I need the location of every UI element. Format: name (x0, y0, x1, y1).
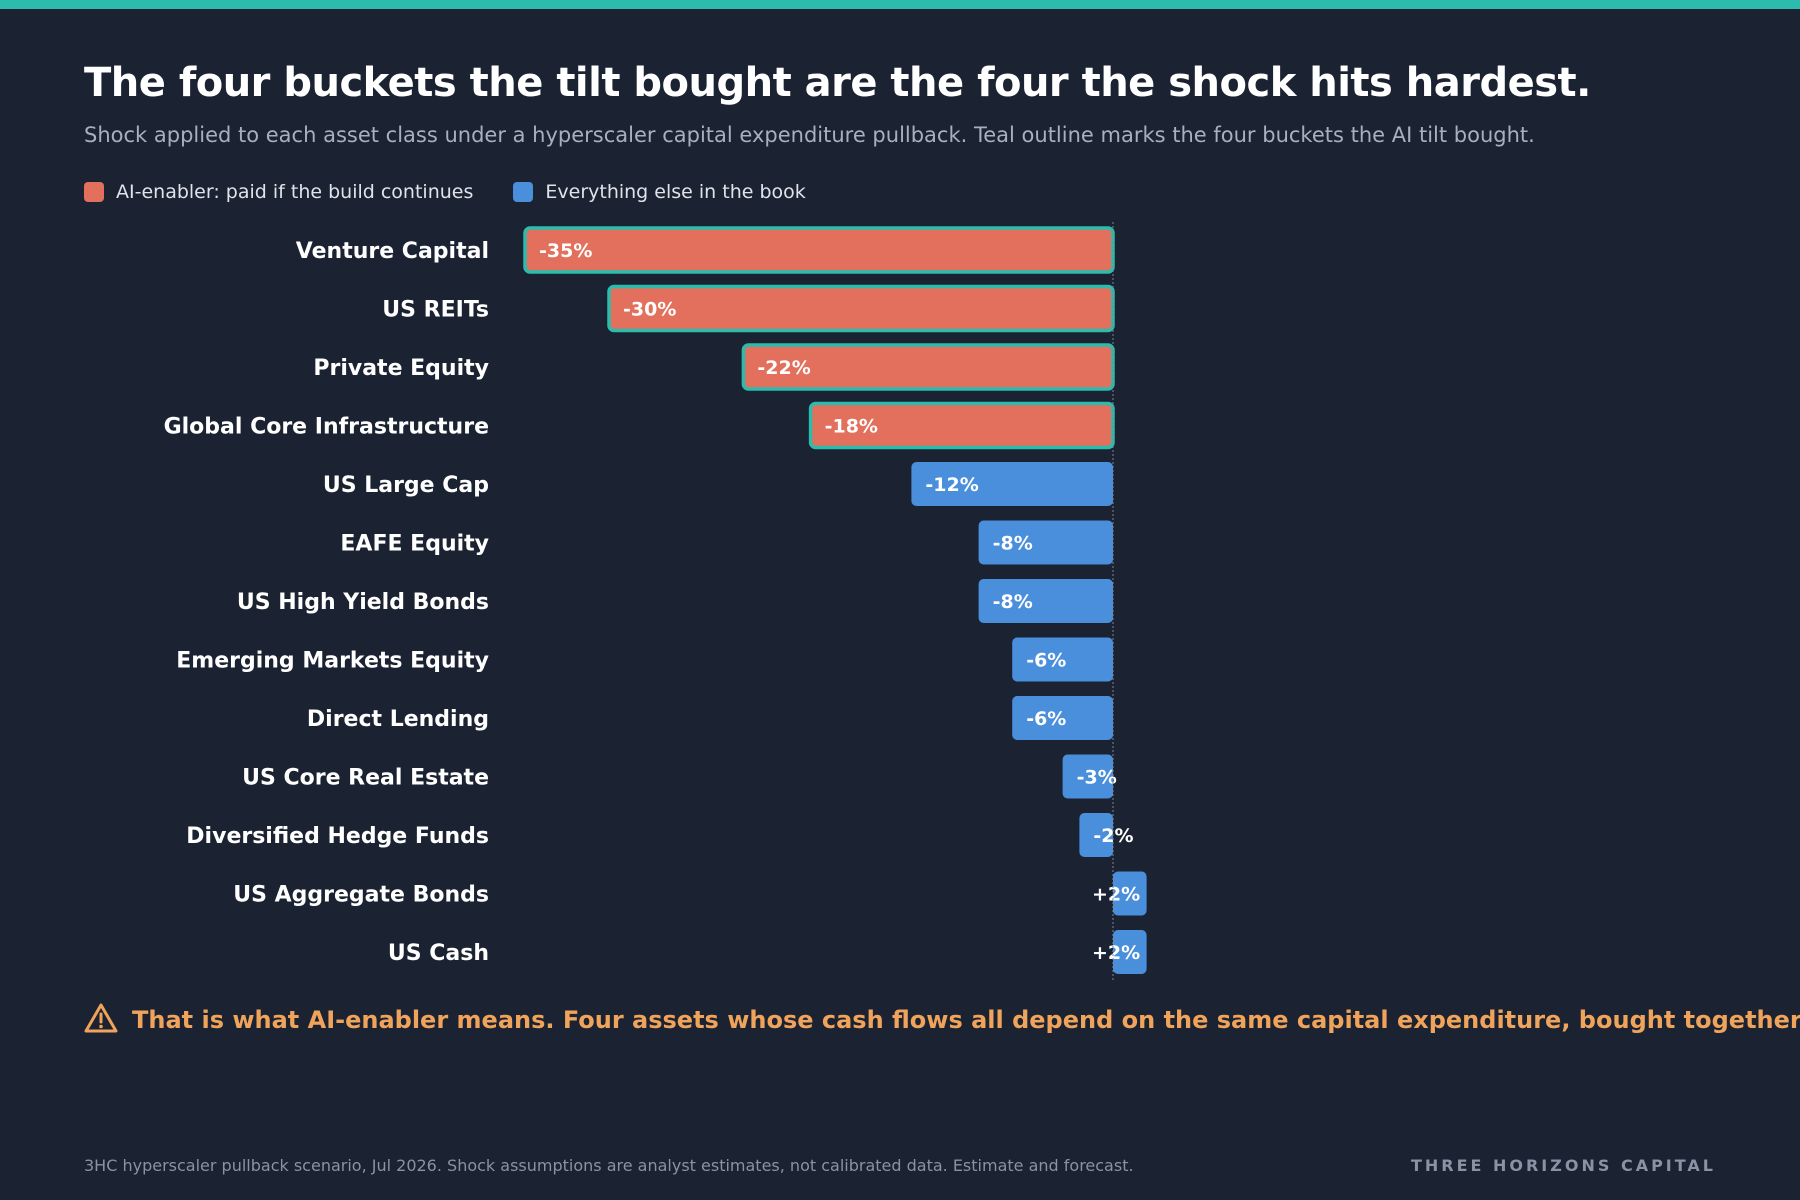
bar-chart: Venture Capital -35% US REITs -30% Private E… (164, 222, 1147, 980)
value-label: -12% (925, 474, 978, 496)
legend-label-ai-enabler: AI-enabler: paid if the build continues (116, 181, 474, 203)
value-label: -18% (825, 416, 878, 438)
category-label: Diversified Hedge Funds (186, 824, 489, 849)
value-label: -6% (1026, 650, 1066, 672)
bar (523, 226, 1115, 274)
value-label: -8% (993, 591, 1033, 613)
bar (1012, 696, 1113, 740)
brand-wordmark: THREE HORIZONS CAPITAL (1410, 1156, 1716, 1175)
bar (607, 284, 1115, 333)
category-label: US Core Real Estate (242, 766, 489, 791)
category-label: Global Core Infrastructure (164, 415, 489, 440)
bar (808, 401, 1115, 450)
value-label: -35% (539, 240, 592, 262)
legend: AI-enabler: paid if the build continues … (84, 181, 846, 203)
bar (1062, 754, 1113, 799)
legend-label-other: Everything else in the book (545, 181, 806, 203)
warning-note-text: That is what AI-enabler means. Four asse… (132, 1006, 1800, 1034)
value-label: -30% (623, 299, 676, 321)
source-footnote: 3HC hyperscaler pullback scenario, Jul 2… (84, 1156, 1134, 1175)
value-label: +2% (1092, 884, 1140, 906)
category-label: US High Yield Bonds (237, 590, 489, 615)
category-label: Venture Capital (296, 239, 489, 264)
legend-item-other: Everything else in the book (513, 181, 806, 203)
bar (1113, 871, 1147, 916)
value-label: +2% (1092, 942, 1140, 964)
value-label: -6% (1026, 708, 1066, 730)
category-label: EAFE Equity (340, 532, 489, 557)
chart-subtitle: Shock applied to each asset class under … (84, 123, 1535, 147)
category-label: Direct Lending (307, 707, 489, 732)
bar (978, 520, 1113, 565)
bar (1012, 637, 1113, 682)
warning-note: That is what AI-enabler means. Four asse… (84, 1002, 1800, 1038)
value-label: -3% (1077, 767, 1117, 789)
chart-title: The four buckets the tilt bought are the… (84, 60, 1591, 106)
category-label: US Aggregate Bonds (233, 883, 489, 908)
bar (1113, 930, 1147, 974)
category-label: Emerging Markets Equity (176, 649, 489, 674)
bar (911, 462, 1113, 506)
legend-item-ai-enabler: AI-enabler: paid if the build continues (84, 181, 473, 203)
warning-icon (84, 1002, 118, 1038)
category-label: Private Equity (313, 356, 489, 381)
category-label: US Large Cap (323, 473, 489, 498)
category-label: US Cash (388, 941, 489, 966)
legend-swatch-ai-enabler (84, 182, 104, 202)
value-label: -22% (757, 357, 810, 379)
value-label: -8% (993, 533, 1033, 555)
category-label: US REITs (382, 298, 489, 323)
bar (978, 579, 1113, 623)
legend-swatch-other (513, 182, 534, 202)
bar (1079, 813, 1113, 857)
top-accent-bar (0, 0, 1800, 9)
